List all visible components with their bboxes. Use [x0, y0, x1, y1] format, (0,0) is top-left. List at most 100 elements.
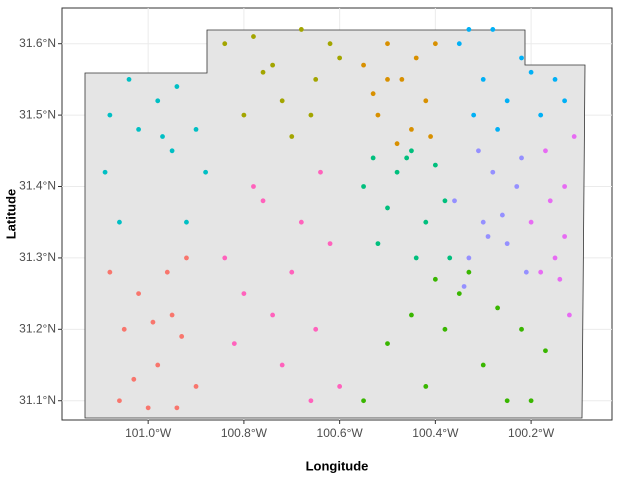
point	[251, 184, 256, 189]
point	[432, 276, 438, 282]
point	[442, 198, 448, 204]
point	[260, 69, 266, 75]
point	[447, 255, 453, 261]
point	[174, 405, 180, 411]
point	[471, 112, 477, 118]
point	[504, 98, 510, 104]
y-tick-label: 31.4°N	[19, 179, 56, 193]
point	[499, 212, 505, 218]
point	[466, 27, 472, 32]
point	[289, 269, 295, 275]
point	[404, 155, 410, 161]
point	[528, 219, 534, 225]
point	[413, 255, 419, 261]
point	[241, 291, 247, 297]
point	[490, 169, 496, 175]
point	[495, 305, 500, 311]
point	[308, 112, 314, 118]
point	[126, 77, 132, 82]
point	[514, 184, 520, 189]
point	[279, 362, 285, 368]
point	[495, 126, 500, 132]
point	[184, 219, 189, 225]
x-tick-label: 100.6°W	[317, 426, 364, 440]
point	[174, 84, 180, 89]
point	[519, 155, 524, 161]
point	[385, 341, 390, 346]
y-axis-title: Latitude	[3, 189, 18, 240]
point	[361, 398, 366, 404]
point	[552, 77, 558, 82]
y-tick-label: 31.3°N	[19, 250, 56, 264]
point	[409, 126, 414, 132]
point	[423, 384, 429, 389]
point	[270, 312, 276, 318]
point	[543, 148, 548, 154]
point	[461, 284, 467, 289]
point	[313, 77, 319, 82]
point	[241, 112, 247, 118]
point	[543, 348, 548, 354]
point	[385, 205, 390, 211]
point	[523, 269, 529, 275]
x-tick-label: 101.0°W	[125, 426, 172, 440]
point	[519, 326, 524, 332]
point	[442, 326, 448, 332]
point	[155, 362, 161, 368]
region	[84, 29, 586, 419]
point	[413, 55, 419, 61]
point	[409, 148, 414, 154]
point	[519, 55, 524, 61]
point	[504, 398, 510, 404]
point	[552, 255, 558, 261]
point	[370, 155, 376, 161]
point	[466, 255, 472, 261]
point	[337, 55, 343, 61]
point	[385, 77, 390, 82]
x-tick-label: 100.8°W	[221, 426, 268, 440]
point	[145, 405, 151, 411]
point	[428, 134, 433, 139]
point	[184, 255, 189, 261]
y-tick-label: 31.6°N	[19, 36, 56, 50]
point	[456, 291, 462, 297]
point	[222, 255, 228, 261]
point	[136, 291, 141, 297]
point	[394, 141, 400, 147]
point	[260, 198, 266, 204]
point	[270, 62, 276, 68]
point	[102, 169, 108, 175]
point	[289, 134, 295, 139]
point	[193, 126, 199, 132]
point	[557, 276, 563, 282]
point	[432, 41, 438, 47]
point	[107, 112, 113, 118]
point	[193, 384, 199, 389]
point	[490, 27, 496, 32]
point	[279, 98, 285, 104]
point	[571, 134, 577, 139]
point	[117, 219, 122, 225]
point	[150, 319, 156, 325]
point	[251, 34, 256, 39]
point	[370, 91, 376, 97]
point	[566, 312, 572, 318]
y-tick-label: 31.2°N	[19, 321, 56, 335]
point	[155, 98, 161, 104]
point	[485, 234, 491, 239]
point	[375, 241, 381, 247]
y-tick-label: 31.1°N	[19, 393, 56, 407]
point	[327, 241, 333, 247]
point	[164, 269, 170, 275]
point	[399, 77, 405, 82]
point	[538, 112, 544, 118]
point	[222, 41, 228, 47]
point	[318, 169, 323, 175]
point	[361, 62, 366, 68]
point	[169, 312, 175, 318]
point	[203, 169, 209, 175]
point	[409, 312, 414, 318]
point	[562, 234, 568, 239]
point	[136, 126, 141, 132]
